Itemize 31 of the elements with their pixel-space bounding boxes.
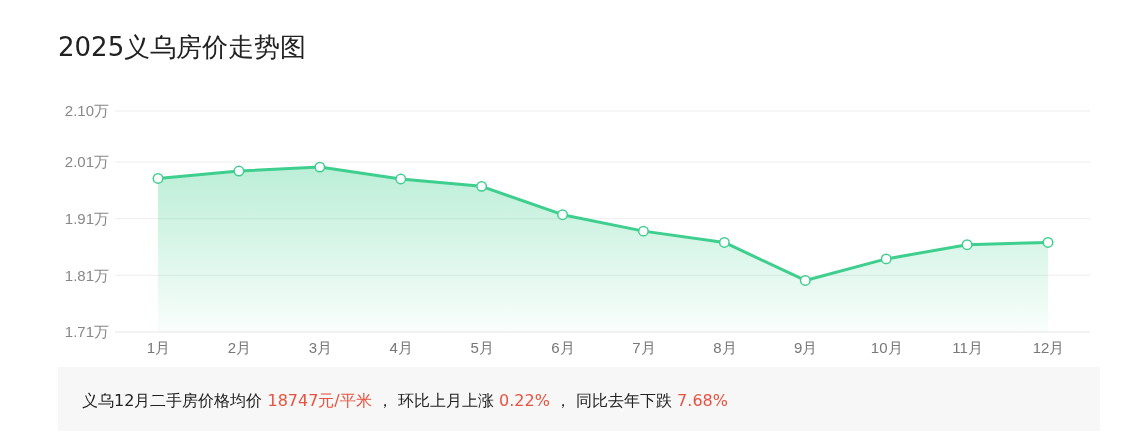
text: 义乌12月二手房价格均价 18747元/平米 ， 环比上月上涨 0.22% ， 同比去年下跌 7.68%	[82, 391, 728, 410]
chart-title: 2025义乌房价走势图	[58, 32, 307, 62]
y-tick-label: 1.81万	[64, 266, 109, 284]
x-tick-label: 4月	[389, 338, 413, 356]
point	[152, 172, 164, 184]
point	[880, 253, 892, 265]
x-tick-label: 7月	[632, 338, 656, 356]
y-tick-label: 2.10万	[64, 102, 109, 120]
point	[961, 239, 973, 251]
x-tick-label: 2月	[227, 338, 252, 356]
x-tick-label: 5月	[470, 338, 494, 356]
point	[637, 225, 649, 237]
x-tick-label: 10月	[870, 338, 903, 356]
x-tick-label: 9月	[794, 338, 818, 356]
y-tick-label: 2.01万	[64, 153, 109, 171]
x-tick-label: 12月	[1032, 338, 1065, 356]
point	[233, 165, 245, 177]
x-tick-label: 11月	[952, 338, 983, 356]
x-tick-label: 8月	[713, 338, 737, 356]
point	[718, 237, 730, 248]
point	[557, 209, 569, 221]
y-tick-label: 1.91万	[64, 209, 109, 227]
point	[314, 161, 326, 173]
y-tick-label: 1.71万	[64, 323, 109, 341]
point	[395, 173, 407, 185]
point	[1042, 237, 1054, 248]
x-tick-label: 1月	[146, 338, 171, 356]
x-tick-label: 3月	[308, 338, 332, 356]
point	[476, 180, 488, 192]
point	[799, 274, 811, 286]
x-tick-label: 6月	[551, 338, 575, 356]
